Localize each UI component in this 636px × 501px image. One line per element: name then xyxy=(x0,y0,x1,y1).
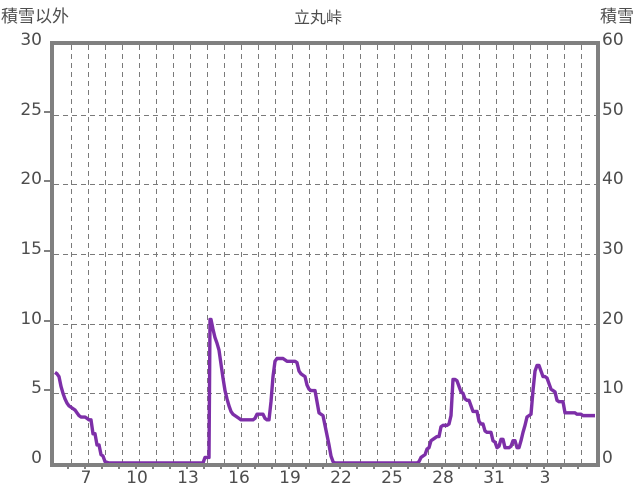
y-left-tick-0: 0 xyxy=(31,448,42,468)
y-right-tick-40: 40 xyxy=(602,169,624,190)
y-right-tick-20: 20 xyxy=(602,308,624,329)
tickmark-y xyxy=(44,320,50,322)
x-tick-7: 7 xyxy=(80,468,92,488)
data-line-0 xyxy=(54,317,595,463)
plot-area xyxy=(50,41,600,467)
x-tick-28: 28 xyxy=(432,468,454,488)
tickmark-y xyxy=(44,389,50,391)
y-right-tick-10: 10 xyxy=(602,378,624,399)
x-tick-31: 31 xyxy=(483,468,505,488)
x-tick-22: 22 xyxy=(330,468,352,488)
x-tick-19: 19 xyxy=(279,468,301,488)
y-right-tick-0: 0 xyxy=(602,448,613,468)
x-tick-3: 3 xyxy=(539,468,551,488)
y-right-tick-60: 60 xyxy=(602,30,624,50)
right-axis-title: 積雪 xyxy=(600,7,634,27)
y-left-tick-15: 15 xyxy=(20,239,42,259)
y-left-tick-5: 5 xyxy=(31,378,42,399)
y-right-tick-50: 50 xyxy=(602,99,624,120)
x-tick-13: 13 xyxy=(177,468,199,488)
tickmark-y xyxy=(44,180,50,182)
data-series-group xyxy=(54,317,595,463)
tickmark-y xyxy=(44,250,50,252)
chart-title: 立丸峠 xyxy=(293,8,342,27)
y-left-tick-30: 30 xyxy=(20,30,42,50)
x-tick-10: 10 xyxy=(126,468,148,488)
x-tick-16: 16 xyxy=(228,468,250,488)
y-left-tick-20: 20 xyxy=(20,169,42,190)
x-tick-25: 25 xyxy=(381,468,403,488)
plot-inner xyxy=(54,45,596,463)
y-left-tick-10: 10 xyxy=(20,308,42,329)
y-right-tick-30: 30 xyxy=(602,239,624,259)
y-left-tick-25: 25 xyxy=(20,99,42,120)
gridlines xyxy=(54,45,596,463)
chart-canvas xyxy=(54,45,596,463)
tickmark-y xyxy=(44,111,50,113)
left-axis-title: 積雪以外 xyxy=(1,7,69,27)
